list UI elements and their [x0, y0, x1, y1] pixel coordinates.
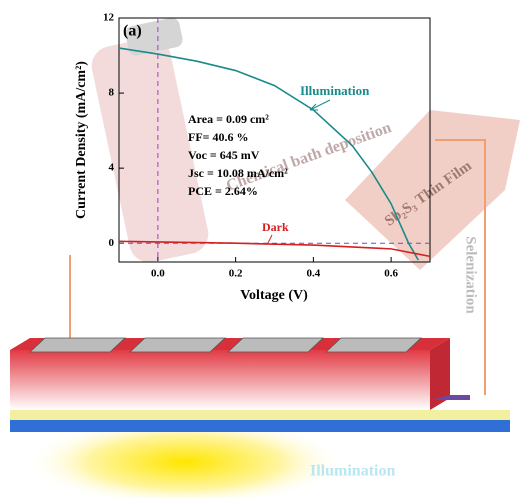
y-tick-label: 0: [109, 237, 115, 249]
plot-frame: [118, 17, 431, 263]
film: [345, 110, 520, 270]
annotation: PCE = 2.64%: [188, 184, 258, 198]
x-axis-label: Voltage (V): [240, 288, 308, 303]
series-label: Dark: [262, 220, 289, 234]
annotation: Area = 0.09 cm²: [188, 112, 269, 126]
x-tick-label: 0.6: [384, 268, 398, 280]
connector: [435, 139, 486, 395]
arrow: [267, 234, 273, 244]
panel-label: (a): [123, 23, 142, 40]
x-tick-label: 0.2: [229, 268, 243, 280]
contact: [430, 395, 470, 400]
y-tick-label: 12: [103, 12, 115, 24]
y-tick-label: 8: [109, 87, 115, 99]
y-tick-label: 4: [109, 162, 115, 174]
annotation: Voc = 645 mV: [188, 148, 260, 162]
annotation: FF= 40.6 %: [188, 130, 249, 144]
absorber: [10, 350, 430, 410]
layer: [10, 410, 510, 420]
series-label: Illumination: [300, 83, 370, 98]
pads: [28, 337, 423, 353]
annotation: Jsc = 10.08 mA/cm²: [188, 166, 288, 180]
light-label: Illumination: [310, 463, 395, 480]
x-tick-label: 0.0: [151, 268, 165, 280]
chart: (a) Voltage (V) Current Density (mA/cm²)…: [74, 12, 431, 303]
series-line: [118, 240, 431, 258]
x-tick-label: 0.4: [307, 268, 321, 280]
light-glow: [25, 417, 345, 498]
vial: [91, 17, 209, 263]
arrow: [309, 99, 331, 111]
absorber-side: [430, 338, 450, 410]
process-label: Selenization: [463, 236, 479, 314]
y-axis-label: Current Density (mA/cm²): [74, 61, 89, 219]
substrate: [10, 420, 510, 432]
